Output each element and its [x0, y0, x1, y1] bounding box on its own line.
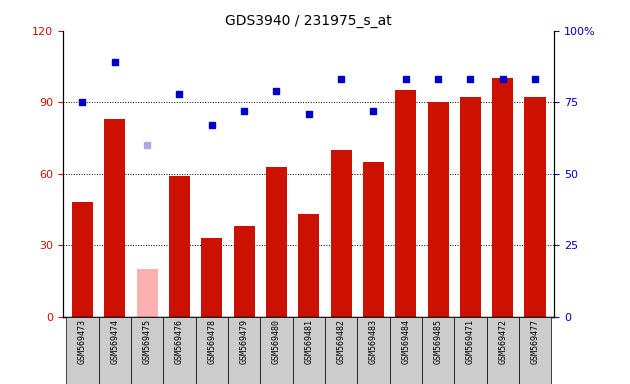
Text: GSM569479: GSM569479 [239, 319, 249, 364]
Text: GSM569484: GSM569484 [401, 319, 410, 364]
FancyBboxPatch shape [389, 317, 422, 384]
Bar [492, 78, 513, 317]
Text: GSM569480: GSM569480 [272, 319, 281, 364]
Text: GSM569475: GSM569475 [142, 319, 152, 364]
Text: GSM569483: GSM569483 [369, 319, 378, 364]
Bar [169, 176, 190, 317]
FancyBboxPatch shape [131, 317, 163, 384]
Text: GSM569485: GSM569485 [433, 319, 442, 364]
Bar [460, 98, 481, 317]
FancyBboxPatch shape [66, 317, 98, 384]
Text: GSM569471: GSM569471 [466, 319, 475, 364]
Bar [331, 150, 352, 317]
Bar [395, 90, 416, 317]
Text: GSM569472: GSM569472 [498, 319, 507, 364]
FancyBboxPatch shape [422, 317, 454, 384]
Text: GSM569476: GSM569476 [175, 319, 184, 364]
Bar [72, 202, 93, 317]
Bar [525, 98, 546, 317]
FancyBboxPatch shape [454, 317, 486, 384]
Bar [298, 214, 319, 317]
FancyBboxPatch shape [228, 317, 260, 384]
Bar [428, 102, 449, 317]
Bar [201, 238, 222, 317]
Bar [137, 269, 158, 317]
Text: GSM569478: GSM569478 [207, 319, 216, 364]
Bar [363, 162, 384, 317]
Title: GDS3940 / 231975_s_at: GDS3940 / 231975_s_at [226, 14, 392, 28]
FancyBboxPatch shape [195, 317, 228, 384]
FancyBboxPatch shape [486, 317, 519, 384]
FancyBboxPatch shape [292, 317, 325, 384]
Text: GSM569477: GSM569477 [530, 319, 539, 364]
Text: GSM569474: GSM569474 [110, 319, 119, 364]
FancyBboxPatch shape [325, 317, 357, 384]
Bar [234, 226, 255, 317]
FancyBboxPatch shape [163, 317, 195, 384]
Text: GSM569482: GSM569482 [336, 319, 345, 364]
FancyBboxPatch shape [357, 317, 389, 384]
FancyBboxPatch shape [260, 317, 292, 384]
FancyBboxPatch shape [98, 317, 131, 384]
Bar [266, 167, 287, 317]
Bar [104, 119, 125, 317]
Text: GSM569481: GSM569481 [304, 319, 313, 364]
Text: GSM569473: GSM569473 [78, 319, 87, 364]
FancyBboxPatch shape [519, 317, 551, 384]
